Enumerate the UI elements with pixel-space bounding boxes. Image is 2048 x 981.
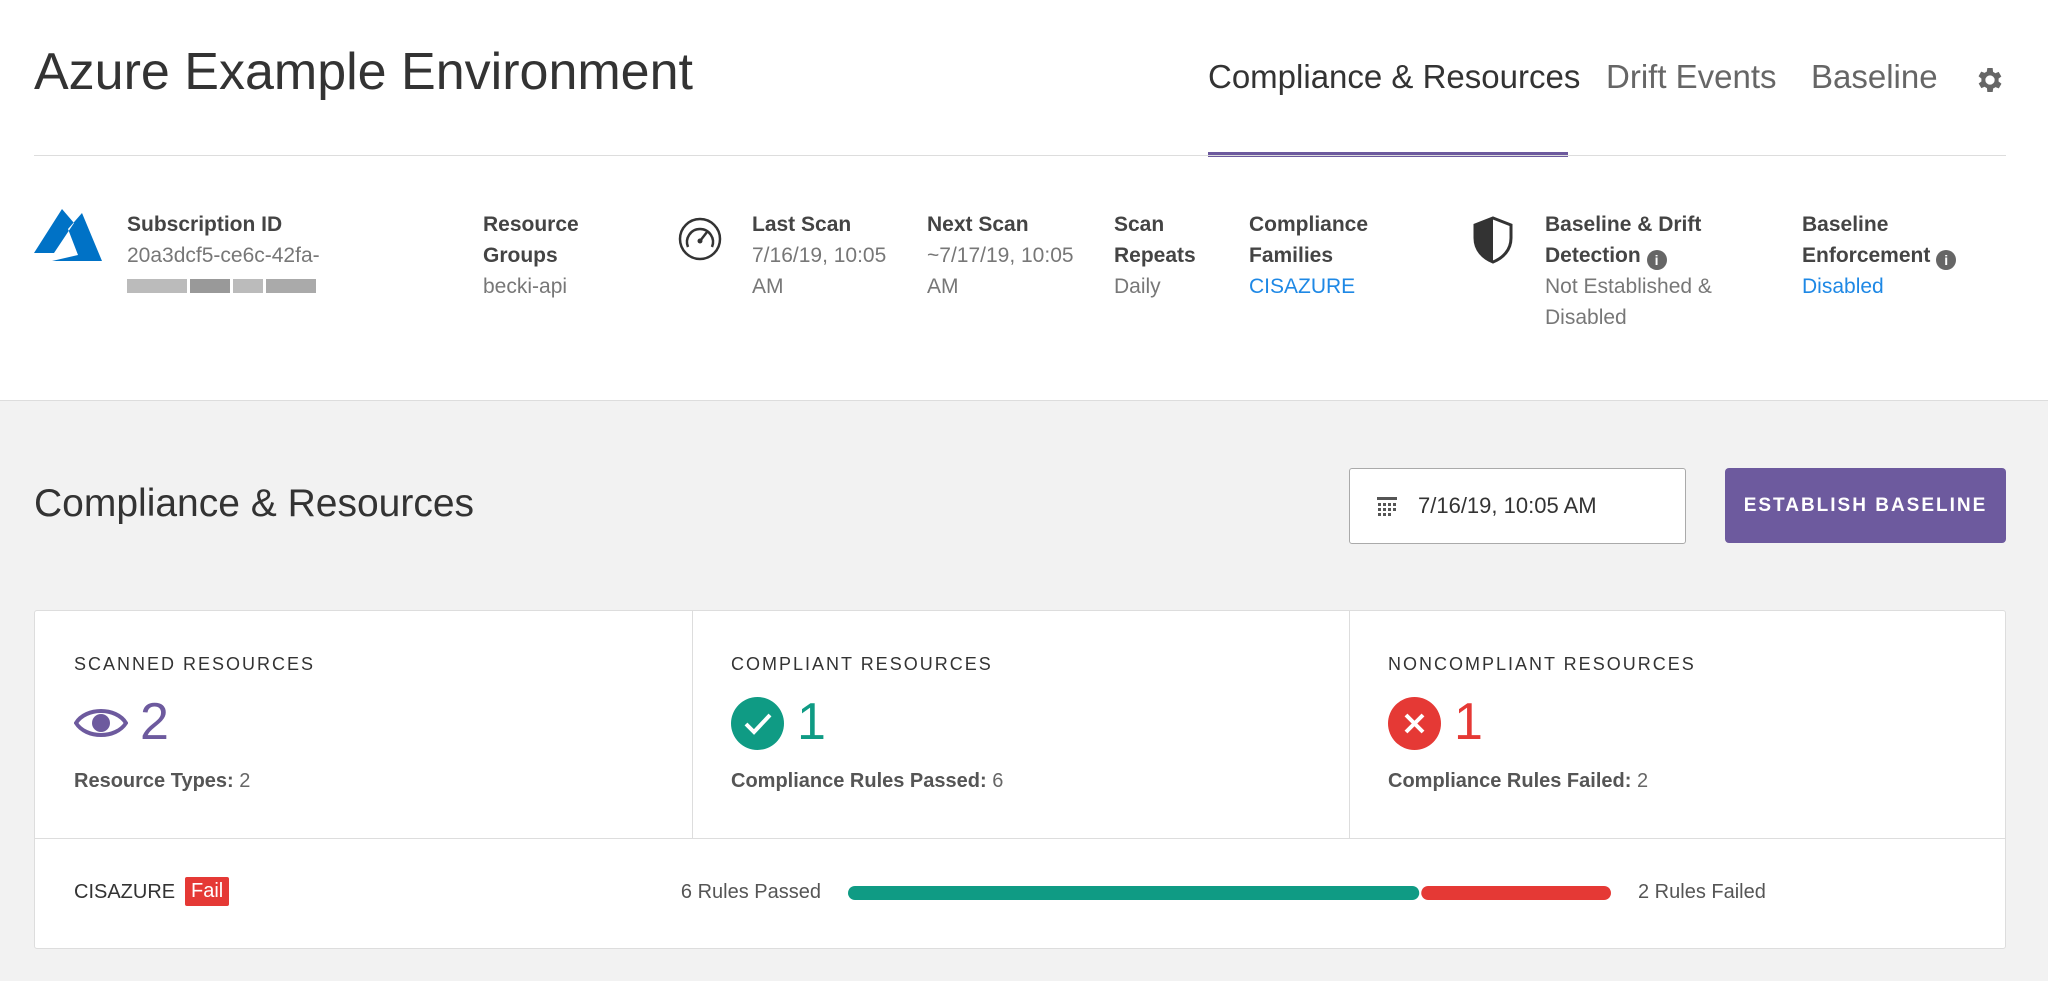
card-detail: Compliance Rules Failed: 2 [1388, 770, 1649, 792]
date-picker[interactable]: 7/16/19, 10:05 AM [1349, 468, 1686, 544]
environment-title: Azure Example Environment [34, 43, 693, 101]
card-count: 2 [140, 693, 169, 751]
info-value: ~7/17/19, 10:05 AM [927, 244, 1074, 298]
section-title: Compliance & Resources [34, 482, 475, 525]
info-link[interactable]: CISAZURE [1249, 275, 1356, 298]
divider [1349, 611, 1350, 838]
header-panel: Azure Example Environment Compliance & R… [0, 0, 2048, 401]
info-label: Baseline Enforcement i Disabled [1802, 209, 1972, 302]
status-badge: Fail [185, 877, 230, 906]
shield-icon [1473, 216, 1513, 264]
info-label: Last Scan 7/16/19, 10:05 AM [752, 209, 902, 302]
card-detail: Compliance Rules Passed: 6 [731, 770, 1004, 792]
tab[interactable]: Compliance & Resources [1208, 58, 1581, 95]
info-label: Next Scan ~7/17/19, 10:05 AM [927, 209, 1097, 302]
card-title: SCANNED RESOURCES [74, 654, 316, 674]
check-icon [731, 697, 784, 750]
pass-fail-bar [848, 886, 1611, 900]
info-icon[interactable]: i [1936, 250, 1957, 270]
failed-segment [1421, 886, 1611, 900]
info-value: Not Established & Disabled [1545, 275, 1712, 329]
info-label: Compliance Families CISAZURE [1249, 209, 1379, 302]
x-icon [1388, 697, 1441, 750]
card-title: NONCOMPLIANT RESOURCES [1388, 654, 1696, 674]
info-label: Scan Repeats Daily [1114, 209, 1196, 302]
card-title: COMPLIANT RESOURCES [731, 654, 993, 674]
info-label: Resource Groups becki-api [483, 209, 593, 302]
info-label: Subscription ID 20a3dcf5-ce6c-42fa- [127, 209, 320, 293]
info-value: 20a3dcf5-ce6c-42fa- [127, 244, 320, 267]
info-value: 7/16/19, 10:05 AM [752, 244, 887, 298]
eye-icon [74, 709, 128, 737]
info-icon[interactable]: i [1646, 250, 1667, 270]
info-value: Daily [1114, 275, 1161, 298]
tab[interactable]: Baseline [1811, 58, 1938, 95]
card-detail: Resource Types: 2 [74, 770, 251, 792]
divider [35, 838, 2005, 839]
failed-label: 2 Rules Failed [1638, 881, 1766, 903]
passed-segment [848, 886, 1420, 900]
info-value: becki-api [483, 275, 568, 298]
calendar-icon [1377, 497, 1397, 516]
establish-baseline-button[interactable]: ESTABLISH BASELINE [1725, 468, 2006, 543]
tab-underline [1208, 152, 1568, 157]
card-count: 1 [797, 693, 826, 751]
scan-icon [678, 217, 722, 261]
passed-label: 6 Rules Passed [680, 881, 821, 903]
date-value: 7/16/19, 10:05 AM [1418, 493, 1597, 518]
redacted-text [127, 279, 320, 293]
family-name: CISAZURE [74, 881, 176, 903]
settings-icon[interactable] [1974, 64, 2006, 96]
divider [692, 611, 693, 838]
tab[interactable]: Drift Events [1606, 58, 1777, 95]
card-count: 1 [1454, 693, 1483, 751]
info-label: Baseline & Drift Detection i Not Establis… [1545, 209, 1735, 333]
divider [34, 155, 2006, 156]
azure-logo [34, 209, 102, 261]
info-link[interactable]: Disabled [1802, 275, 1884, 298]
